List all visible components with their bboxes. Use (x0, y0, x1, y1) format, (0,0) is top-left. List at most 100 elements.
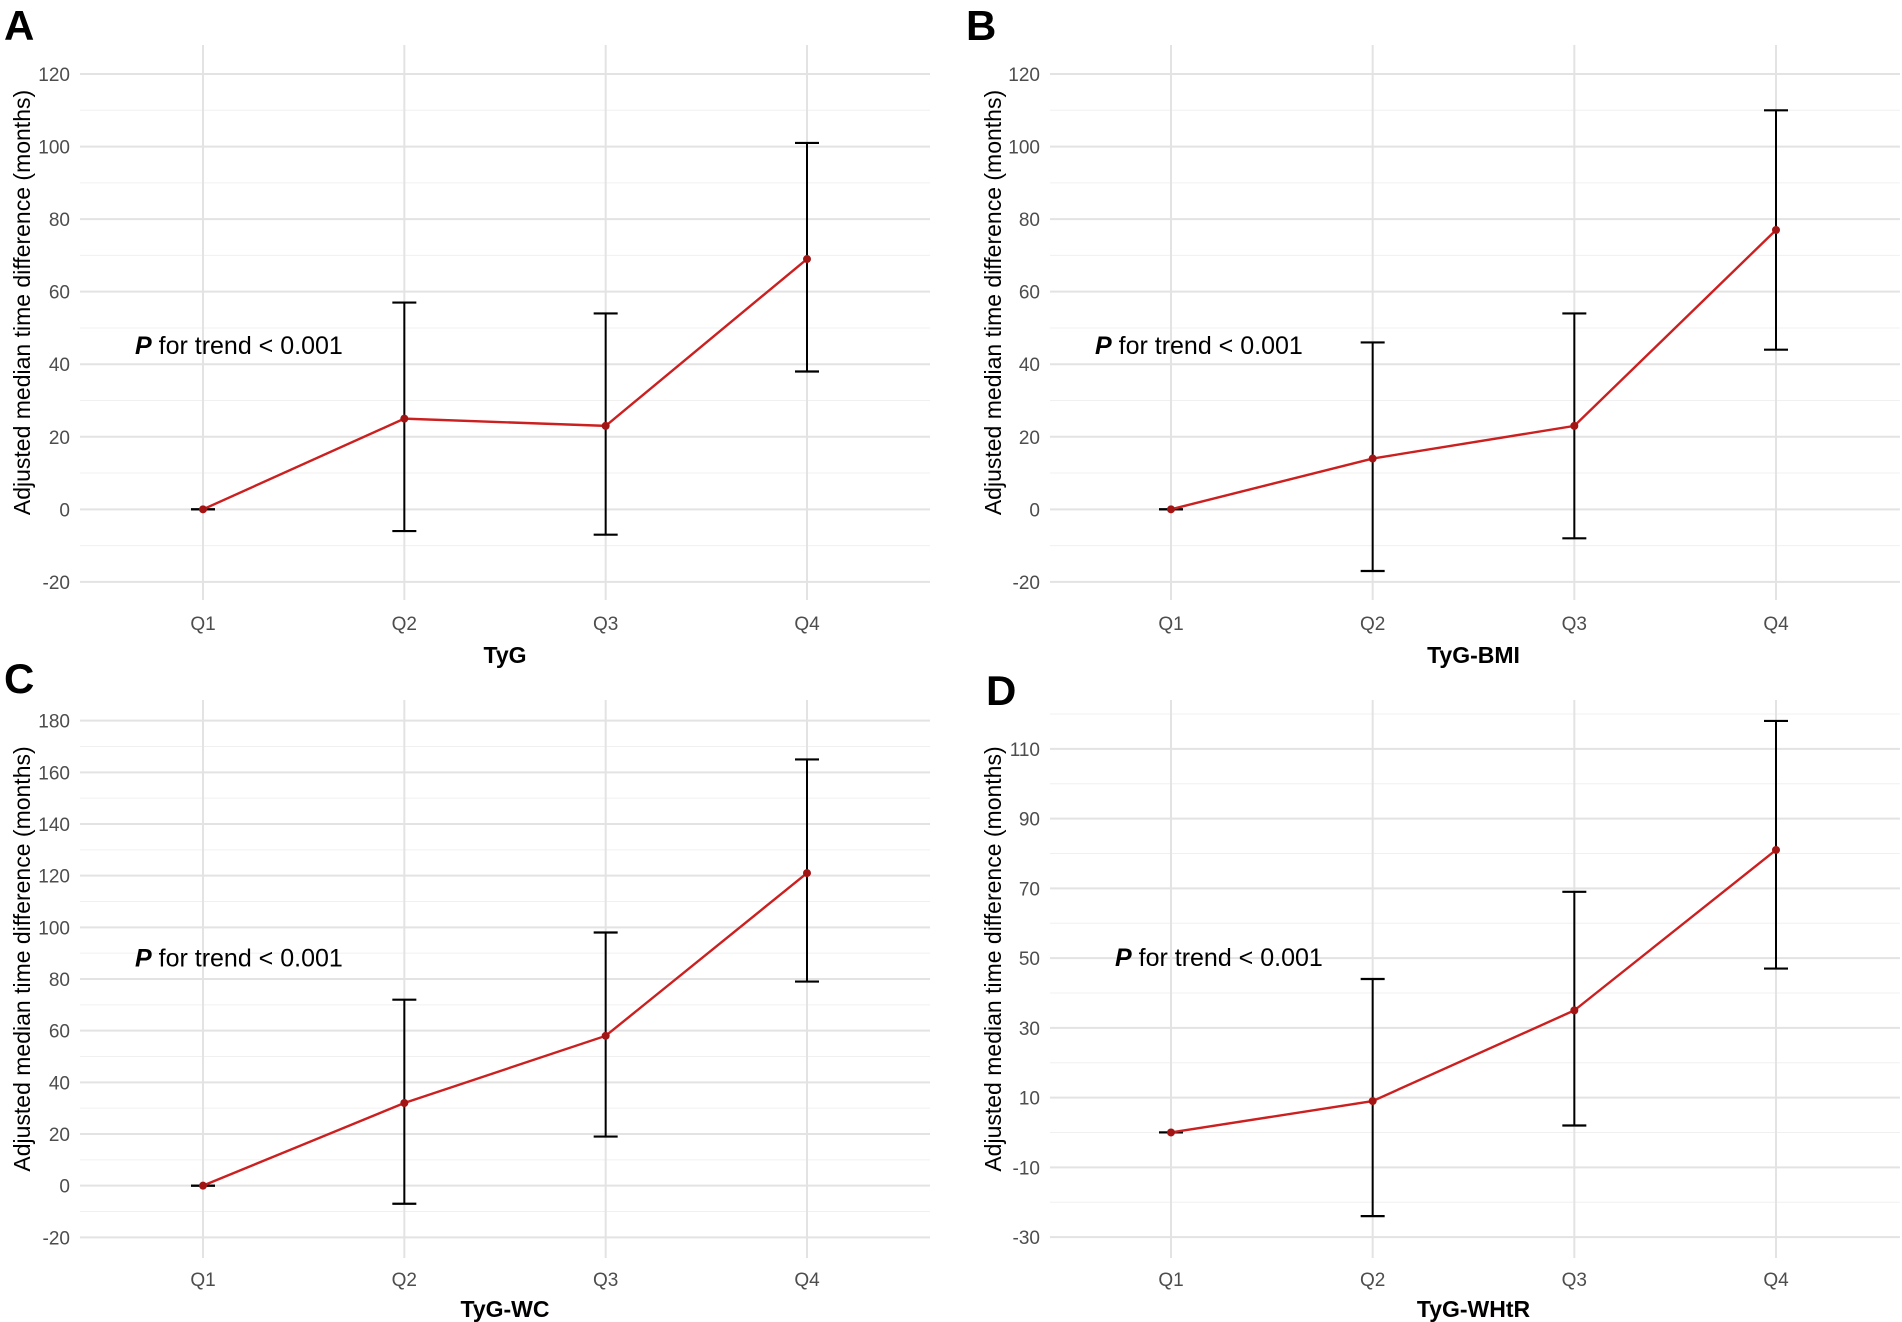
y-tick-label: 80 (1019, 210, 1040, 231)
y-axis-title: Adjusted median time difference (months) (980, 90, 1006, 515)
data-point (601, 1031, 610, 1040)
y-tick-label: 100 (38, 138, 70, 159)
data-point (400, 414, 409, 423)
y-tick-label: 60 (1019, 283, 1040, 304)
y-tick-label: 110 (1010, 740, 1040, 761)
data-point (1772, 226, 1780, 234)
data-point (803, 255, 811, 264)
p-trend-annotation: P for trend < 0.001 (135, 332, 343, 360)
y-tick-label: 120 (1008, 65, 1040, 86)
x-axis-title: TyG-WC (460, 1296, 549, 1322)
y-tick-label: 100 (38, 918, 70, 939)
y-tick-label: -20 (1013, 573, 1040, 594)
x-axis-title: TyG-WHtR (1417, 1296, 1531, 1322)
y-tick-label: -20 (43, 573, 70, 594)
x-tick-label: Q1 (1158, 614, 1183, 635)
y-tick-label: 20 (49, 428, 70, 449)
series-line (1170, 229, 1777, 511)
data-point (1570, 1006, 1579, 1015)
y-tick-label: 160 (38, 763, 70, 784)
y-tick-label: -20 (43, 1228, 70, 1249)
data-point (1167, 1128, 1175, 1137)
y-tick-label: -30 (1013, 1228, 1040, 1249)
y-tick-label: 40 (1019, 355, 1040, 376)
x-tick-label: Q4 (794, 614, 820, 635)
p-trend-annotation: P for trend < 0.001 (1115, 944, 1323, 972)
x-tick-label: Q2 (392, 1270, 417, 1291)
data-point (601, 421, 610, 430)
data-point (1368, 454, 1377, 463)
x-axis-title: TyG-BMI (1427, 642, 1520, 668)
y-axis-title: Adjusted median time difference (months) (980, 746, 1006, 1171)
y-tick-label: 40 (49, 1073, 70, 1094)
y-tick-label: 90 (1019, 810, 1040, 831)
panel-letter: B (966, 2, 996, 49)
y-tick-label: 0 (59, 500, 70, 521)
p-trend-annotation: P for trend < 0.001 (1095, 332, 1303, 360)
y-tick-label: 80 (49, 970, 70, 991)
p-trend-text: for trend < 0.001 (1132, 944, 1323, 972)
y-tick-label: 40 (49, 355, 70, 376)
y-tick-label: 120 (38, 867, 70, 888)
data-point (199, 505, 207, 514)
panel-a: -20 0 20 40 60 80 100 120 Q1 Q2 Q3 Q4 P for trend < … (4, 2, 930, 668)
x-tick-label: Q2 (392, 614, 417, 635)
series-line (202, 872, 808, 1187)
y-tick-label: 30 (1019, 1019, 1040, 1040)
errorbar (1764, 719, 1788, 970)
x-tick-label: Q4 (1763, 1270, 1789, 1291)
x-tick-label: Q4 (794, 1270, 820, 1291)
x-tick-label: Q4 (1763, 614, 1789, 635)
x-tick-label: Q3 (1562, 1270, 1587, 1291)
x-tick-label: Q3 (593, 1270, 618, 1291)
p-symbol: P (1095, 332, 1112, 360)
y-tick-label: 100 (1008, 138, 1040, 159)
p-trend-text: for trend < 0.001 (1112, 332, 1303, 360)
series-line (202, 258, 808, 511)
y-tick-label: 180 (38, 712, 70, 733)
y-tick-label: 80 (49, 210, 70, 231)
p-symbol: P (135, 332, 152, 360)
data-point (1772, 845, 1780, 854)
y-tick-label: 120 (38, 65, 70, 86)
x-axis-title: TyG (483, 642, 526, 668)
y-tick-label: 50 (1019, 949, 1040, 970)
panel-letter: C (4, 655, 34, 702)
panel-letter: A (4, 2, 34, 49)
data-point (199, 1181, 207, 1190)
data-point (400, 1099, 409, 1107)
x-tick-label: Q1 (190, 1270, 215, 1291)
y-tick-label: 60 (49, 1022, 70, 1043)
panel-c: -20 0 20 40 60 80 100 120 140 160 180 Q1 Q2 Q3 Q4 P for… (4, 655, 930, 1322)
y-tick-label: 0 (59, 1177, 70, 1198)
y-tick-label: -10 (1013, 1158, 1040, 1179)
panel-letter: D (986, 667, 1016, 714)
y-tick-label: 60 (49, 283, 70, 304)
data-point (1570, 421, 1579, 430)
panel-b: -20 0 20 40 60 80 100 120 Q1 Q2 Q3 Q4 P for trend < … (966, 2, 1900, 668)
x-tick-label: Q1 (190, 614, 215, 635)
p-symbol: P (1115, 944, 1132, 972)
p-trend-text: for trend < 0.001 (152, 944, 343, 972)
y-tick-label: 20 (49, 1125, 70, 1146)
p-trend-text: for trend < 0.001 (152, 332, 343, 360)
data-point (1167, 505, 1175, 514)
x-tick-label: Q1 (1158, 1270, 1183, 1291)
y-tick-label: 10 (1019, 1089, 1040, 1110)
data-point (1368, 1097, 1377, 1106)
data-point (803, 869, 811, 878)
x-tick-label: Q3 (593, 614, 618, 635)
p-symbol: P (135, 944, 152, 972)
x-tick-label: Q3 (1562, 614, 1587, 635)
y-axis-title: Adjusted median time difference (months) (9, 90, 35, 515)
series-line (1170, 849, 1777, 1134)
y-tick-label: 70 (1019, 879, 1040, 900)
panel-d: -30 -10 10 30 50 70 90 110 Q1 Q2 Q3 Q4 P for trend <… (980, 667, 1900, 1322)
y-tick-label: 0 (1029, 500, 1040, 521)
y-axis-title: Adjusted median time difference (months) (9, 746, 35, 1171)
x-tick-label: Q2 (1360, 614, 1385, 635)
p-trend-annotation: P for trend < 0.001 (135, 944, 343, 972)
y-tick-label: 20 (1019, 428, 1040, 449)
